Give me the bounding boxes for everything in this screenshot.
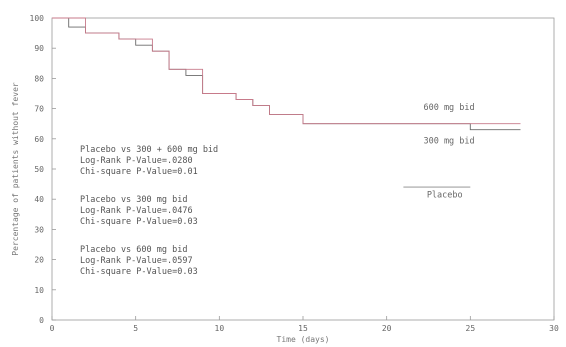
x-tick-label: 5: [133, 324, 138, 333]
y-tick-label: 30: [34, 225, 44, 234]
y-tick-label: 90: [34, 44, 44, 53]
x-tick-label: 15: [298, 324, 308, 333]
y-tick-label: 10: [34, 286, 44, 295]
curve-label: 600 mg bid: [423, 103, 474, 113]
y-tick-label: 40: [34, 195, 44, 204]
y-tick-label: 60: [34, 135, 44, 144]
x-axis-label: Time (days): [277, 335, 330, 344]
annotation-line: Log-Rank P-Value=.0597: [80, 256, 193, 266]
y-axis-ticks: 0 10 20 30 40 50 60 70 80 90 100: [30, 14, 56, 325]
x-axis-ticks: 0 5 10 15 20 25 30: [50, 316, 559, 333]
series-group: [52, 17, 521, 188]
y-tick-label: 70: [34, 105, 44, 114]
annotation-line: Chi-square P-Value=0.01: [80, 167, 198, 177]
annotation-line: Log-Rank P-Value=.0476: [80, 206, 193, 216]
curve-label: 300 mg bid: [423, 136, 474, 146]
x-tick-label: 20: [382, 324, 392, 333]
y-tick-label: 100: [30, 14, 45, 23]
y-tick-label: 50: [34, 165, 44, 174]
series-line-1: [52, 17, 521, 125]
x-tick-label: 10: [215, 324, 225, 333]
annotation-line: Log-Rank P-Value=.0280: [80, 156, 193, 166]
x-tick-label: 0: [50, 324, 55, 333]
annotation-line: Chi-square P-Value=0.03: [80, 267, 198, 277]
curve-label: Placebo: [427, 191, 463, 201]
y-axis-label: Percentage of patients without fever: [11, 82, 20, 256]
annotation-line: Chi-square P-Value=0.03: [80, 217, 198, 227]
x-tick-label: 25: [466, 324, 476, 333]
x-tick-label: 30: [549, 324, 559, 333]
annotation-line: Placebo vs 300 mg bid: [80, 195, 187, 205]
y-tick-label: 0: [39, 316, 44, 325]
annotation-line: Placebo vs 600 mg bid: [80, 245, 187, 255]
y-tick-label: 20: [34, 256, 44, 265]
annotation-line: Placebo vs 300 + 600 mg bid: [80, 145, 218, 155]
y-tick-label: 80: [34, 74, 44, 83]
curve-labels-group: 600 mg bid 300 mg bid Placebo: [423, 103, 474, 201]
